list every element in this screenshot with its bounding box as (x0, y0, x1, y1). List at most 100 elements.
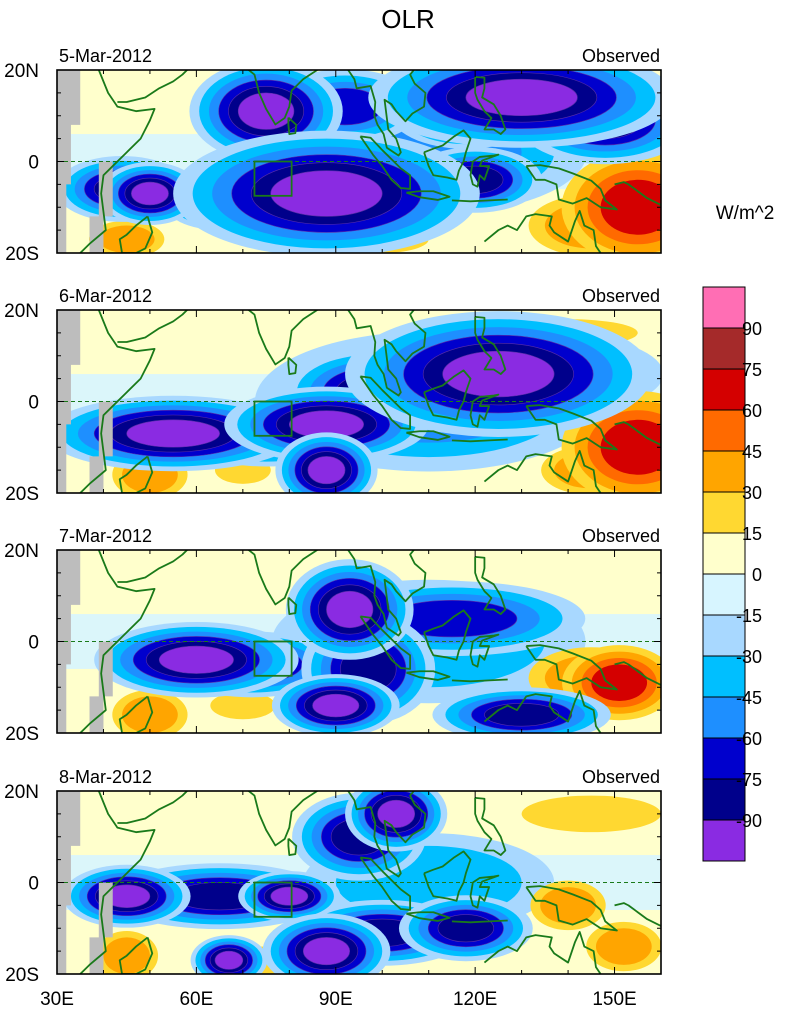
index-region-box (253, 400, 293, 437)
coastline (525, 644, 618, 691)
colorbar-label: 15 (742, 524, 762, 544)
coastline (118, 936, 154, 974)
map-panel: 20N 0 20S 5-Mar-2012 Observed (4, 46, 662, 265)
map-panel: 20N 0 20S 8-Mar-2012 Observed (4, 767, 662, 986)
map-panel: 20N 0 20S 6-Mar-2012 Observed (4, 286, 662, 505)
colorbar-label: -90 (736, 811, 762, 831)
coastline (359, 856, 412, 911)
colorbar-label: -15 (736, 606, 762, 626)
colorbar: 90 75 60 45 30 15 0 -15 -30 -45 -60 -75 -90 (702, 286, 762, 862)
coastline (118, 455, 154, 493)
anomaly-contour (600, 179, 661, 235)
anomaly-contour (307, 456, 346, 485)
anomaly-contour (326, 590, 374, 629)
x-tick-label: 90E (319, 989, 353, 1010)
colorbar-bin (702, 491, 746, 534)
coastline (483, 690, 602, 733)
coastline (525, 885, 618, 932)
y-tick-label: 20N (4, 301, 39, 322)
coastline (423, 609, 472, 661)
coastline (474, 555, 507, 615)
colorbar-label: 30 (742, 483, 762, 503)
coastline (423, 129, 472, 181)
coastline (477, 767, 484, 782)
coastline (423, 369, 472, 421)
units-label: W/m^2 (716, 203, 775, 224)
coastline (117, 791, 189, 824)
coastline (359, 375, 412, 430)
y-tick-label: 0 (28, 153, 39, 174)
y-tick-label: 0 (28, 393, 39, 414)
coastline (347, 550, 427, 637)
coastline (359, 135, 412, 190)
coastline (419, 287, 475, 303)
index-region-box (253, 881, 293, 918)
index-region-box (253, 640, 293, 677)
coastline (117, 70, 189, 103)
anomaly-contour (126, 328, 313, 365)
panel-date-label: 6-Mar-2012 (59, 286, 152, 306)
x-tick-label: 120E (453, 989, 497, 1010)
y-tick-label: 20S (5, 484, 39, 505)
anomaly-contour (214, 950, 244, 970)
missing-data-patch (89, 882, 113, 974)
coastline (525, 404, 618, 451)
colorbar-bin (702, 573, 746, 616)
anomaly-contour (237, 92, 295, 130)
anomaly-contour (270, 170, 383, 217)
x-tick-label: 30E (40, 989, 74, 1010)
coastline (423, 850, 472, 902)
colorbar-bin (702, 819, 746, 862)
colorbar-label: -75 (736, 770, 762, 790)
coastline (419, 527, 475, 543)
coastline (118, 215, 154, 253)
x-axis-labels: 30E 60E 90E 120E 150E (40, 989, 637, 1010)
y-tick-label: 20N (4, 61, 39, 82)
anomaly-contour (98, 225, 155, 253)
coastline (118, 695, 154, 733)
y-tick-label: 20N (4, 541, 39, 562)
anomaly-contour (600, 419, 661, 475)
map-field (57, 527, 661, 733)
coastline (614, 661, 661, 686)
coastline (347, 791, 427, 878)
y-tick-label: 20S (5, 965, 39, 986)
anomaly-contour (158, 645, 234, 674)
coastline (474, 796, 507, 856)
coastline (79, 550, 156, 733)
anomaly-contour (131, 181, 169, 206)
missing-data-patch (57, 70, 81, 253)
coastline (117, 550, 189, 583)
panel-date-label: 5-Mar-2012 (59, 46, 152, 66)
coastline (79, 791, 156, 974)
anomaly-contour (302, 937, 351, 966)
panel-date-label: 7-Mar-2012 (59, 526, 152, 546)
coastline (117, 310, 189, 343)
missing-data-patch (57, 550, 81, 733)
panel-observed-label: Observed (582, 286, 660, 306)
colorbar-bin (702, 778, 746, 821)
map-field (57, 46, 661, 253)
coastline (483, 931, 602, 974)
coastline (406, 430, 451, 441)
anomaly-contour (595, 928, 652, 965)
x-tick-label: 60E (179, 989, 213, 1010)
missing-data-patch (57, 791, 81, 974)
colorbar-label: -60 (736, 729, 762, 749)
x-tick-label: 150E (592, 989, 636, 1010)
panel-observed-label: Observed (582, 46, 660, 66)
missing-data-patch (89, 161, 113, 253)
coastline (406, 190, 451, 201)
colorbar-label: 60 (742, 401, 762, 421)
y-tick-label: 20S (5, 724, 39, 745)
coastline (247, 310, 319, 366)
coastline (359, 615, 412, 670)
colorbar-bin (702, 368, 746, 411)
coastline (79, 70, 156, 253)
coastline (614, 902, 661, 927)
coastline (287, 116, 298, 135)
coastline (477, 46, 484, 61)
anomaly-contour (103, 559, 336, 596)
anomaly-contour (126, 419, 220, 448)
